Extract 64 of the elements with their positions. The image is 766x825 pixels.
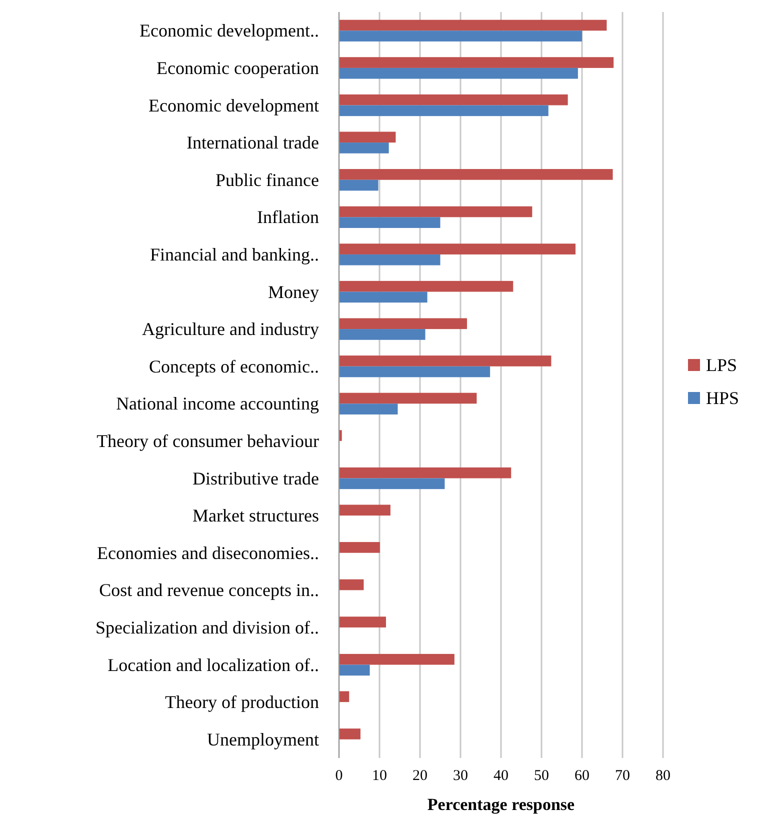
x-tick-label: 10	[372, 768, 387, 784]
x-tick-label: 20	[412, 768, 428, 784]
y-tick-label: Concepts of economic..	[149, 356, 319, 376]
x-tick-label: 0	[335, 768, 343, 784]
bar	[339, 654, 454, 665]
bar	[339, 105, 548, 116]
x-tick-label: 80	[656, 768, 670, 784]
bar	[339, 132, 396, 143]
bar	[339, 280, 514, 292]
y-tick-label: Economic development	[148, 95, 319, 116]
bar	[339, 478, 445, 490]
bar	[339, 254, 440, 266]
bar	[339, 392, 477, 404]
bar	[339, 217, 440, 228]
bar	[339, 329, 426, 340]
y-tick-label: Economies and diseconomies..	[97, 542, 319, 563]
y-tick-label: Location and localization of..	[108, 654, 319, 675]
bar	[339, 94, 568, 106]
y-tick-label: Financial and banking..	[150, 244, 319, 264]
bar	[339, 142, 389, 154]
bar	[339, 366, 490, 378]
y-tick-label: Public finance	[216, 170, 320, 190]
legend-label: HPS	[706, 388, 740, 408]
bar	[339, 579, 364, 590]
y-tick-label: Theory of production	[165, 692, 319, 712]
bar	[339, 68, 578, 79]
bar	[339, 292, 428, 303]
y-tick-label: Unemployment	[207, 729, 319, 750]
bar	[339, 542, 380, 553]
bar	[339, 318, 467, 330]
bar	[339, 664, 370, 676]
y-tick-label: Market structures	[192, 506, 319, 526]
legend-label: LPS	[706, 355, 738, 375]
bar	[339, 244, 576, 254]
x-tick-label: 60	[574, 768, 590, 784]
x-tick-label: 40	[494, 768, 508, 784]
bar	[339, 467, 512, 478]
y-tick-label: Cost and revenue concepts in..	[99, 580, 319, 600]
y-tick-label: Economic development..	[140, 20, 319, 41]
y-tick-label: International trade	[186, 132, 320, 153]
bar	[339, 356, 552, 366]
y-tick-label: Money	[268, 282, 319, 302]
x-tick-label: 70	[615, 768, 630, 784]
y-tick-label: National income accounting	[116, 394, 319, 414]
bar	[339, 180, 378, 191]
y-tick-label: Inflation	[257, 207, 319, 228]
bar	[339, 504, 390, 516]
bar	[339, 206, 532, 218]
y-tick-label: Specialization and division of..	[96, 617, 319, 638]
y-tick-label: Agriculture and industry	[142, 319, 319, 340]
x-tick-label: 50	[534, 768, 549, 784]
bar	[339, 616, 386, 628]
bar	[339, 404, 398, 414]
y-tick-label: Theory of consumer behaviour	[96, 430, 319, 451]
x-tick-label: 30	[453, 768, 468, 784]
y-tick-label: Economic cooperation	[156, 58, 319, 78]
bar	[339, 728, 360, 740]
y-tick-label: Distributive trade	[192, 468, 320, 488]
bar	[339, 57, 614, 68]
bar	[339, 30, 582, 42]
bar	[339, 169, 613, 180]
bar	[339, 20, 607, 31]
x-axis-title: Percentage response	[427, 795, 576, 814]
bar	[339, 691, 350, 702]
